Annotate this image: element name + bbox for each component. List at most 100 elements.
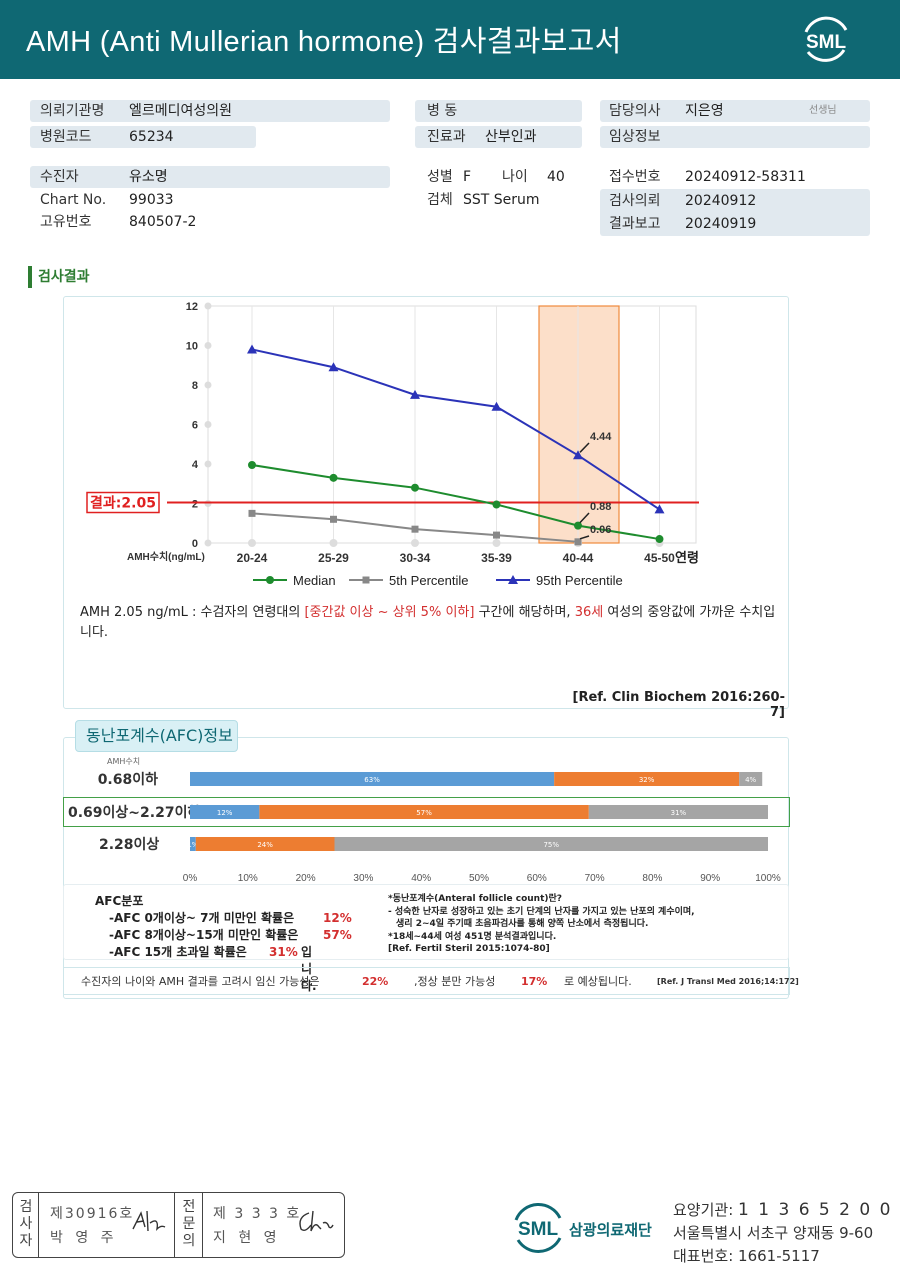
x-tick-label: 40-44 [563, 551, 594, 565]
institution-value: 엘르메디여성의원 [129, 103, 233, 119]
afc-bar-segment [195, 837, 335, 851]
y-tick-label: 2 [192, 499, 198, 511]
specimen-value: SST Serum [463, 192, 540, 208]
amh-plot-area [207, 305, 697, 544]
legend-label: 5th Percentile [389, 573, 469, 588]
x-tick-dot [492, 539, 501, 547]
x-tick-label: 20-24 [237, 551, 268, 565]
legend-label: Median [293, 573, 336, 588]
afc-dist-line-1-pct: 12% [323, 911, 352, 925]
series-point [574, 521, 582, 530]
doctor-label: 담당의사 [609, 103, 661, 119]
afc-axis-tick: 30% [353, 873, 373, 884]
sex-value: F [463, 169, 472, 185]
patient-value: 유소명 [129, 169, 168, 185]
afc-dist-line-3-pct: 31% [269, 945, 298, 959]
examiner-vertical-label: 검 사 자 [16, 1199, 36, 1250]
afc-bar-segment [739, 772, 763, 786]
result-text-5: 여성의 중앙값에 가까운 수치입니다. [80, 605, 776, 640]
specialist-vlabel-1: 전 [182, 1199, 196, 1215]
signature-divider-3 [202, 1193, 203, 1257]
receipt-row: 접수번호 20240912-58311 [600, 166, 870, 188]
y-tick-dot [204, 302, 212, 310]
afc-dist-line-3-text: -AFC 15개 초과일 확률은 [109, 945, 247, 959]
afc-bar-segment [554, 772, 740, 786]
preg-reference: [Ref. J Transl Med 2016;14:172] [657, 977, 799, 986]
sex-label: 성별 [427, 169, 453, 185]
afc-dist-line-2-pct: 57% [323, 928, 352, 942]
receipt-label: 접수번호 [609, 169, 661, 185]
annotation-arrow [579, 442, 590, 453]
afc-amh-axis-label: AMH수치 [107, 757, 141, 766]
sml-logo-icon: SML [804, 16, 848, 62]
x-tick-label: 35-39 [481, 551, 512, 565]
afc-dist-line-1-text: -AFC 0개이상~ 7개 미만인 확률은 [109, 911, 295, 925]
specialist-vlabel-2: 문 [182, 1216, 196, 1232]
x-tick-dot [411, 539, 419, 547]
x-tick-label: 30-34 [400, 551, 431, 565]
x-tick-label: 45-50 [644, 551, 675, 565]
unique-id-value: 840507-2 [129, 214, 197, 230]
section-title: 검사결과 [28, 266, 90, 288]
request-date-label: 검사의뢰 [609, 193, 661, 209]
preg-pct-2: 17% [521, 975, 548, 988]
y-tick-label: 10 [186, 341, 198, 353]
footer-phone-value: 1661-5117 [738, 1247, 820, 1265]
result-text-3: 구간에 해당하며, [474, 605, 575, 620]
series-line-2 [251, 348, 661, 511]
afc-bar-segment [259, 805, 589, 819]
result-label-box [86, 491, 160, 514]
footer-phone-row: 대표번호: 1661-5117 [673, 1245, 820, 1266]
footer-code-value: 1 1 3 6 5 2 0 0 [738, 1200, 893, 1220]
clinical-info-row: 임상정보 [600, 126, 870, 148]
institution-row: 의뢰기관명 엘르메디여성의원 [30, 100, 390, 122]
afc-axis-tick: 100% [755, 873, 781, 884]
afc-bar-label: 2.28이상 [99, 836, 159, 853]
report-date-row: 결과보고 20240919 [600, 213, 870, 235]
preg-text-1: 수진자의 나이와 AMH 결과를 고려시 임신 가능성은 [81, 975, 320, 988]
afc-axis-tick: 80% [642, 873, 662, 884]
afc-segment-label: 32% [639, 776, 655, 784]
specialist-vertical-label: 전 문 의 [179, 1199, 199, 1250]
doctor-suffix: 선생님 [809, 105, 837, 116]
afc-segment-label: 1% [187, 841, 198, 849]
afc-segment-label: 75% [543, 841, 559, 849]
afc-segment-label: 24% [257, 841, 273, 849]
afc-segment-label: 4% [745, 776, 756, 784]
preg-text-2: ,정상 분만 가능성 [414, 975, 496, 988]
annotation-arrow [579, 535, 590, 540]
annotation-label: 0.88 [590, 501, 611, 513]
department-value: 산부인과 [485, 129, 537, 145]
series-point [247, 344, 257, 354]
afc-bar-label: 0.69이상~2.27이하 [68, 804, 200, 821]
afc-axis-tick: 90% [700, 873, 720, 884]
x-tick-label: 25-29 [318, 551, 349, 565]
afc-bar-segment [334, 837, 768, 851]
footer-phone-label: 대표번호: [673, 1247, 734, 1265]
amh-chart: 20-24 25-29 30-34 35-39 40-44 45-50 0 2 4 6 8 10 12 A… [86, 301, 699, 588]
examiner-vlabel-1: 검 [19, 1199, 33, 1215]
y-tick-label: 12 [186, 301, 198, 313]
afc-segment-label: 57% [416, 809, 432, 817]
x-tick-dot [248, 539, 256, 547]
pregnancy-probability: 수진자의 나이와 AMH 결과를 고려시 임신 가능성은 22% ,정상 분만 … [63, 967, 799, 995]
result-description: AMH 2.05 ng/mL : 수검자의 연령대의 [중간값 이상 ~ 상위 … [80, 603, 785, 643]
request-date-row: 검사의뢰 20240912 [600, 190, 870, 212]
signature-divider-1 [38, 1193, 39, 1257]
department-row: 진료과 산부인과 [415, 126, 582, 148]
result-label: 결과:2.05 [90, 495, 156, 512]
afc-tab: 동난포계수(AFC)정보 [75, 720, 238, 752]
afc-info-panel [63, 884, 789, 960]
afc-segment-label: 63% [364, 776, 380, 784]
report-header: AMH (Anti Mullerian hormone) 검사결과보고서 SML [0, 0, 900, 79]
series-point [411, 483, 419, 492]
series-point [248, 509, 256, 517]
series-point [330, 515, 337, 523]
preg-text-3: 로 예상됩니다. [564, 975, 632, 988]
result-text-1: AMH 2.05 ng/mL : 수검자의 연령대의 [80, 605, 305, 620]
afc-note-line-2: - 성숙한 난자로 성장하고 있는 초기 단계의 난자를 가지고 있는 난포의 … [388, 906, 695, 917]
footer-address: 서울특별시 서초구 양재동 9-60 [673, 1224, 874, 1242]
series-point [573, 450, 583, 460]
institution-label: 의뢰기관명 [40, 103, 105, 119]
series-point [655, 535, 664, 544]
